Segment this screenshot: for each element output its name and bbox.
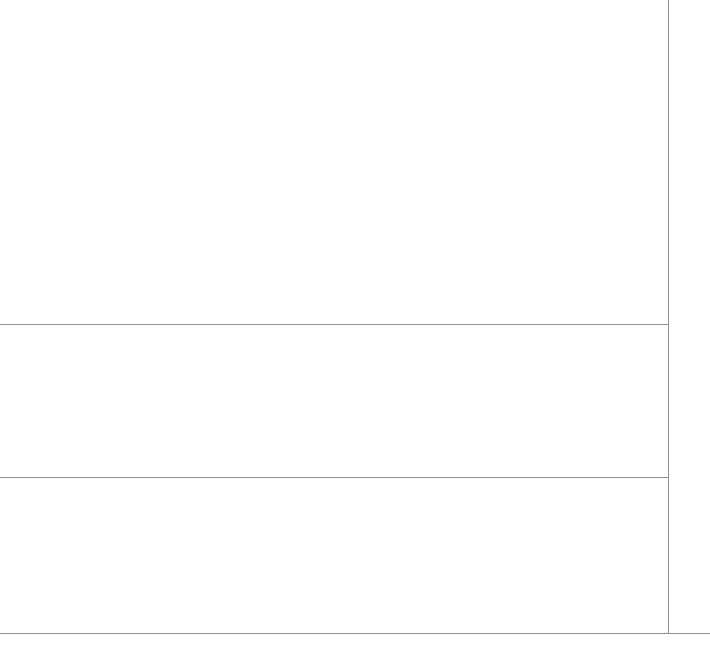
price-chart-panel[interactable] [0, 0, 668, 324]
macd-panel[interactable] [0, 325, 668, 477]
panel-divider [0, 324, 710, 325]
stoch-panel[interactable] [0, 478, 668, 632]
panel-divider [0, 477, 710, 478]
price-scale-divider [668, 0, 669, 633]
time-scale[interactable] [0, 634, 710, 656]
price-scale[interactable] [669, 0, 710, 633]
panel-divider [0, 633, 710, 634]
